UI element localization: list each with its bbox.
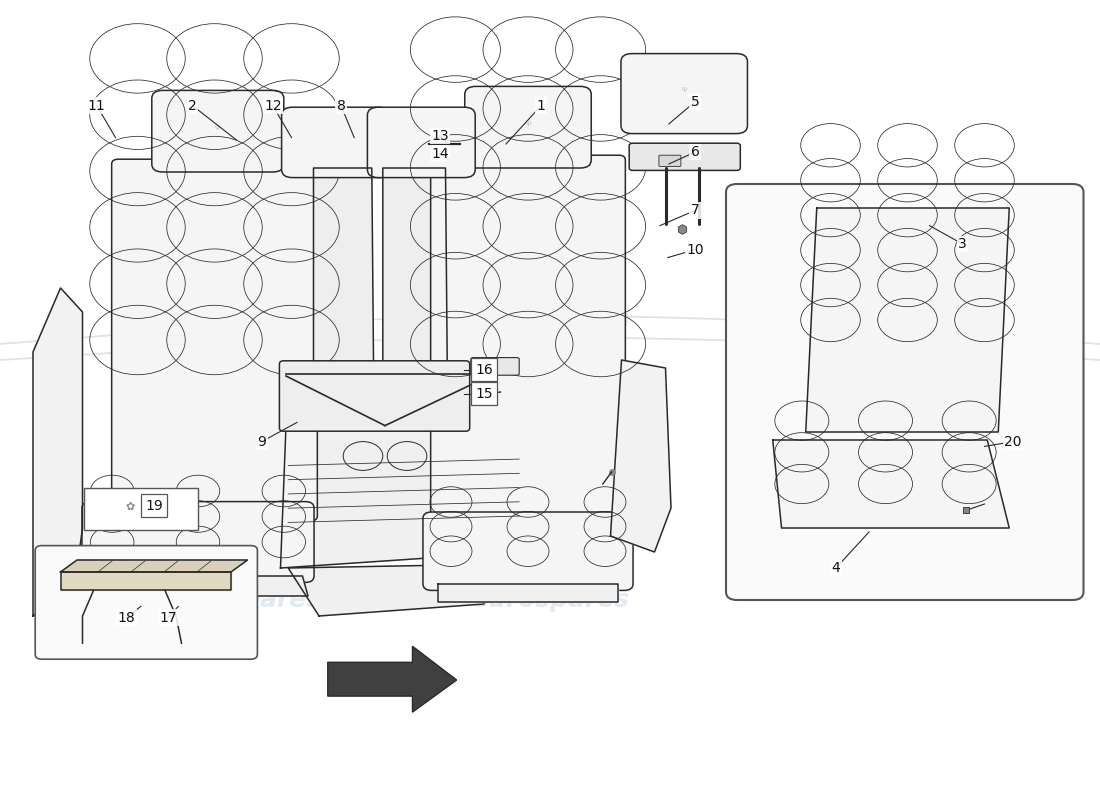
Text: 11: 11: [88, 98, 106, 113]
Polygon shape: [314, 168, 374, 416]
Text: 9: 9: [257, 434, 266, 449]
Text: 16: 16: [475, 362, 493, 377]
Text: 3: 3: [958, 237, 967, 251]
Text: 6: 6: [691, 145, 700, 159]
FancyBboxPatch shape: [620, 54, 748, 134]
FancyBboxPatch shape: [726, 184, 1084, 600]
Polygon shape: [805, 208, 1010, 432]
FancyBboxPatch shape: [464, 86, 592, 168]
Text: 13: 13: [431, 129, 449, 143]
Text: 12: 12: [264, 98, 282, 113]
Polygon shape: [280, 426, 522, 568]
Text: 2: 2: [188, 98, 197, 113]
FancyBboxPatch shape: [430, 155, 625, 533]
Text: 15: 15: [475, 386, 493, 401]
FancyBboxPatch shape: [84, 488, 198, 530]
Text: 19: 19: [145, 498, 163, 513]
Polygon shape: [610, 360, 671, 552]
Polygon shape: [772, 440, 1010, 528]
FancyBboxPatch shape: [279, 361, 470, 431]
Text: eurospares: eurospares: [471, 308, 629, 332]
Text: 1: 1: [537, 98, 546, 113]
FancyBboxPatch shape: [659, 155, 681, 166]
Text: 8: 8: [337, 98, 345, 113]
Text: 20: 20: [1004, 434, 1022, 449]
Text: Ψ: Ψ: [526, 121, 530, 127]
Polygon shape: [60, 560, 248, 572]
FancyBboxPatch shape: [471, 358, 519, 375]
Text: eurospares: eurospares: [163, 588, 321, 612]
Polygon shape: [383, 168, 448, 416]
FancyBboxPatch shape: [629, 143, 740, 170]
FancyBboxPatch shape: [112, 159, 317, 521]
Text: 4: 4: [832, 561, 840, 575]
Text: 14: 14: [431, 146, 449, 161]
FancyBboxPatch shape: [367, 107, 475, 178]
Text: Ψ: Ψ: [216, 125, 220, 131]
Polygon shape: [328, 646, 456, 712]
Polygon shape: [60, 572, 231, 590]
Text: 18: 18: [118, 610, 135, 625]
Text: ✿: ✿: [125, 502, 134, 512]
Polygon shape: [94, 576, 308, 596]
Text: 17: 17: [160, 610, 177, 625]
FancyBboxPatch shape: [152, 90, 284, 172]
FancyBboxPatch shape: [81, 502, 315, 582]
Text: 7: 7: [691, 203, 700, 218]
Polygon shape: [438, 584, 618, 602]
FancyBboxPatch shape: [35, 546, 257, 659]
Polygon shape: [288, 564, 506, 616]
Text: eurospares: eurospares: [471, 588, 629, 612]
Text: eurospares: eurospares: [163, 308, 321, 332]
FancyBboxPatch shape: [422, 512, 632, 590]
Polygon shape: [33, 288, 82, 616]
Text: 5: 5: [691, 94, 700, 109]
Text: Ψ: Ψ: [682, 87, 686, 94]
Text: 10: 10: [686, 242, 704, 257]
FancyBboxPatch shape: [282, 107, 389, 178]
Text: eurospares: eurospares: [757, 388, 915, 412]
